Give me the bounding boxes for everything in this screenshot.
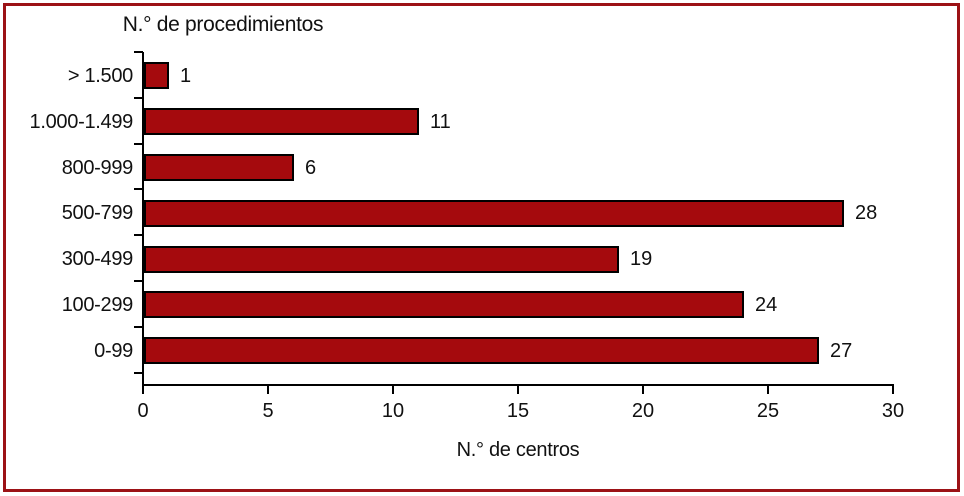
- x-tick-label: 15: [506, 400, 530, 422]
- y-axis-tick: [134, 234, 143, 237]
- y-axis-tick: [134, 188, 143, 191]
- category-label: 100-299: [61, 293, 134, 316]
- bar: [144, 108, 419, 136]
- x-tick-label: 25: [756, 400, 780, 422]
- x-axis-tick: [517, 386, 519, 394]
- bar: [144, 337, 819, 365]
- x-axis-tick: [267, 386, 269, 394]
- value-label: 6: [305, 156, 317, 179]
- x-axis-tick: [892, 386, 894, 394]
- y-axis-tick: [134, 51, 143, 53]
- category-label: > 1.500: [67, 64, 133, 87]
- y-axis-tick: [134, 371, 143, 374]
- category-label: 1.000-1.499: [29, 110, 134, 133]
- x-axis-tick: [642, 386, 644, 394]
- y-axis-tick: [134, 142, 143, 145]
- bar: [144, 62, 169, 90]
- bar: [144, 245, 619, 273]
- x-tick-label: 10: [381, 400, 405, 422]
- x-tick-label: 20: [631, 400, 655, 422]
- bar: [144, 154, 294, 181]
- value-label: 24: [755, 293, 778, 316]
- y-axis-line: [142, 52, 144, 386]
- category-label: 800-999: [61, 156, 134, 179]
- category-label: 300-499: [61, 248, 134, 271]
- x-axis-tick: [142, 386, 144, 394]
- x-axis-line: [142, 384, 894, 386]
- value-label: 27: [830, 339, 853, 362]
- value-label: 11: [430, 110, 451, 133]
- y-axis-tick: [134, 280, 143, 282]
- x-axis-tick: [392, 386, 394, 394]
- y-axis-tick: [134, 96, 143, 99]
- value-label: 28: [855, 202, 878, 225]
- x-tick-label: 5: [262, 400, 274, 422]
- bar: [144, 199, 844, 227]
- value-label: 19: [630, 248, 653, 271]
- x-tick-label: 0: [137, 400, 149, 422]
- y-axis-tick: [134, 325, 143, 328]
- bar: [144, 291, 744, 319]
- x-axis-tick: [767, 386, 769, 394]
- category-label: 0-99: [94, 339, 133, 362]
- category-label: 500-799: [61, 202, 134, 225]
- value-label: 1: [180, 64, 192, 87]
- x-axis-label: N.° de centros: [456, 439, 580, 461]
- x-tick-label: 30: [881, 400, 905, 422]
- chart-title: N.° de procedimientos: [122, 13, 324, 36]
